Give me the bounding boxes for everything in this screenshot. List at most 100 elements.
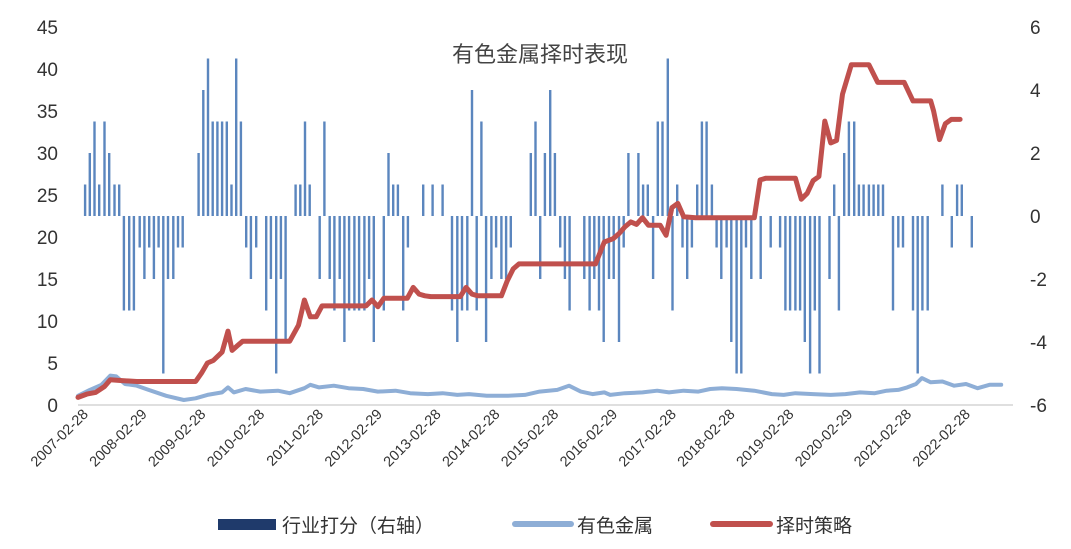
score-bar	[730, 216, 733, 342]
x-tick-label: 2019-02-28	[734, 407, 798, 471]
score-bar	[813, 216, 816, 311]
score-bar	[955, 184, 959, 216]
right-tick-label: 2	[1030, 144, 1041, 165]
score-bar	[543, 153, 547, 216]
score-bar	[916, 216, 919, 374]
score-bar	[103, 121, 106, 216]
score-bar	[725, 216, 728, 248]
score-bar	[710, 184, 714, 216]
right-axis-ticks: -6 -4 -2 0 2 4 6	[1030, 18, 1047, 417]
x-tick-label: 2017-02-28	[616, 407, 680, 471]
score-bar	[735, 216, 738, 374]
score-bar	[357, 216, 361, 311]
legend-item-metal: 有色金属	[512, 515, 653, 537]
score-bar	[715, 216, 718, 248]
score-bar	[769, 216, 772, 248]
score-bar	[602, 216, 605, 342]
score-bar	[284, 216, 287, 342]
score-bar	[441, 184, 444, 216]
score-bar	[279, 216, 283, 279]
score-bar	[911, 216, 915, 311]
score-bar	[392, 184, 395, 216]
score-bar	[406, 216, 410, 248]
score-bar	[788, 216, 792, 311]
x-tick-label: 2010-02-28	[204, 407, 268, 471]
metal-index-line	[76, 373, 1004, 402]
score-bar	[857, 184, 861, 216]
score-bar	[249, 216, 253, 279]
score-bar	[681, 216, 684, 248]
score-bar	[549, 90, 552, 216]
score-bar	[676, 184, 679, 216]
score-bar	[422, 184, 425, 216]
score-bar	[759, 216, 762, 279]
x-axis-ticks: 2007-02-282008-02-292009-02-282010-02-28…	[28, 407, 974, 471]
score-bar	[382, 216, 385, 311]
score-bar	[294, 184, 297, 216]
score-bar	[700, 121, 704, 216]
score-bar	[402, 216, 405, 311]
score-bar	[583, 216, 586, 279]
score-bar	[661, 121, 664, 216]
score-bar	[686, 216, 689, 279]
score-bar	[534, 121, 537, 216]
score-bar	[353, 216, 356, 311]
legend: 行业打分（右轴） 有色金属 择时策略	[218, 515, 852, 537]
score-bar	[363, 216, 366, 311]
score-bar	[597, 216, 601, 311]
score-bar	[220, 121, 224, 216]
score-bar	[847, 121, 851, 216]
score-bar	[450, 216, 454, 311]
score-bar	[396, 184, 400, 216]
score-bar	[245, 216, 248, 248]
score-bar	[803, 216, 806, 342]
score-bar	[926, 216, 929, 311]
score-bar	[794, 216, 797, 311]
score-bar	[387, 153, 390, 216]
left-tick-label: 10	[37, 312, 58, 333]
x-tick-label: 2015-02-28	[498, 407, 562, 471]
score-bar	[798, 216, 802, 311]
score-bar	[269, 216, 273, 279]
score-bar	[347, 216, 351, 311]
right-tick-label: 4	[1030, 81, 1041, 102]
right-tick-label: 0	[1030, 207, 1041, 228]
score-bar	[172, 216, 175, 279]
right-tick-label: 6	[1030, 18, 1041, 39]
score-bar	[460, 216, 464, 311]
score-bar	[148, 216, 151, 248]
score-bar	[128, 216, 131, 311]
score-bar	[901, 216, 905, 248]
score-bar	[897, 216, 900, 248]
score-bar	[157, 216, 160, 248]
score-bar	[828, 216, 831, 279]
chart-title: 有色金属择时表现	[452, 43, 628, 68]
score-bar	[867, 184, 871, 216]
x-tick-label: 2013-02-28	[381, 407, 445, 471]
score-bar	[563, 216, 567, 279]
x-tick-label: 2008-02-29	[87, 407, 151, 471]
score-bar	[338, 216, 341, 279]
score-bar	[323, 121, 326, 216]
legend-swatch-score	[218, 519, 276, 530]
x-tick-label: 2009-02-28	[146, 407, 210, 471]
score-bar	[98, 184, 101, 216]
score-bar	[206, 58, 210, 216]
score-bar	[118, 184, 121, 216]
score-bar	[970, 216, 973, 248]
score-bar	[778, 216, 782, 248]
score-bar	[239, 121, 243, 216]
score-bar	[843, 153, 846, 216]
score-bar	[862, 184, 865, 216]
score-bar	[872, 184, 875, 216]
score-bar	[881, 184, 885, 216]
score-bar	[539, 216, 542, 279]
x-tick-label: 2011-02-28	[264, 407, 327, 470]
score-bar	[818, 216, 821, 374]
x-tick-label: 2018-02-28	[675, 407, 739, 471]
score-bar	[921, 216, 924, 311]
score-bar	[480, 121, 483, 216]
score-bar	[466, 216, 469, 311]
score-bar	[484, 216, 488, 342]
